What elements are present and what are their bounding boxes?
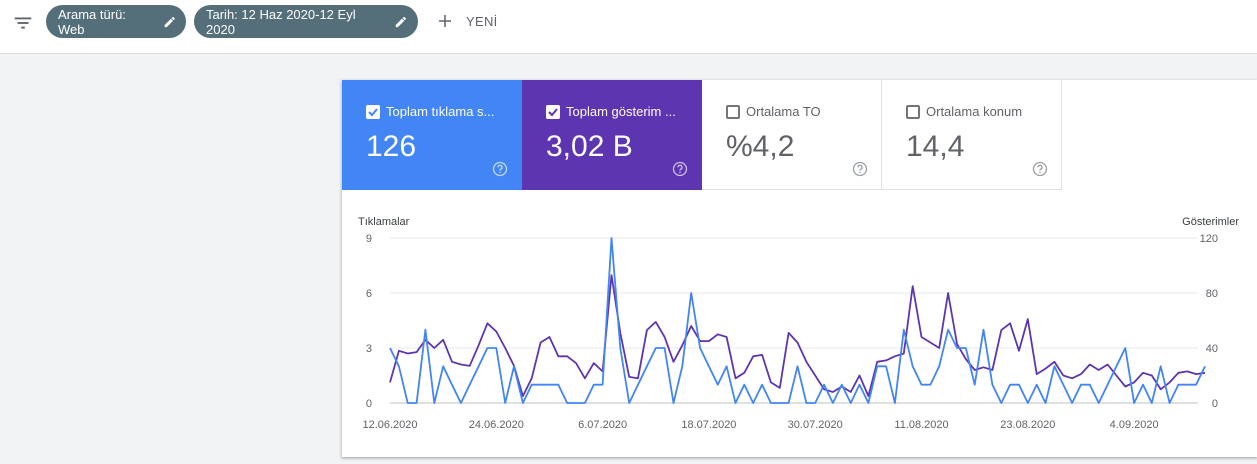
metric-label: Toplam gösterim ...	[566, 104, 676, 119]
metric-tile-ctr[interactable]: Ortalama TO %4,2	[702, 80, 882, 190]
y-right-tick-label: 0	[1212, 398, 1218, 410]
new-filter-label: YENİ	[466, 13, 498, 29]
date-range-chip-label: Tarih: 12 Haz 2020-12 Eyl 2020	[206, 6, 356, 37]
metric-value: 14,4	[906, 130, 965, 163]
performance-card: Toplam tıklama s... 126 Toplam gösterim …	[342, 80, 1257, 457]
impressions-series-line	[389, 274, 1206, 398]
x-tick-label: 12.06.2020	[362, 419, 417, 431]
checkbox-checked-icon[interactable]	[546, 105, 560, 119]
x-tick-label: 30.07.2020	[788, 419, 843, 431]
y-left-tick-label: 0	[366, 398, 372, 410]
plus-icon	[439, 15, 451, 27]
metric-tile-impressions[interactable]: Toplam gösterim ... 3,02 B	[522, 80, 702, 190]
help-icon[interactable]	[672, 161, 688, 177]
help-icon[interactable]	[492, 161, 508, 177]
x-tick-label: 18.07.2020	[681, 419, 736, 431]
x-tick-label: 4.09.2020	[1110, 419, 1159, 431]
help-icon[interactable]	[1032, 161, 1048, 177]
x-tick-label: 24.06.2020	[469, 419, 524, 431]
y-left-tick-label: 3	[366, 343, 372, 355]
x-tick-label: 6.07.2020	[578, 419, 627, 431]
metric-value: 3,02 B	[546, 130, 633, 163]
metric-value: 126	[366, 130, 417, 163]
clicks-series-line	[389, 237, 1206, 404]
checkbox-unchecked-icon[interactable]	[726, 105, 740, 119]
y-axis-right-title: Gösterimler	[1182, 216, 1239, 228]
metric-label: Toplam tıklama s...	[386, 104, 495, 119]
checkbox-checked-icon[interactable]	[366, 105, 380, 119]
y-left-tick-label: 6	[366, 288, 372, 300]
help-icon[interactable]	[852, 161, 868, 177]
performance-chart: Tıklamalar Gösterimler 9 6 3 0 120 80 40 0 12.…	[358, 216, 1239, 431]
y-axis-left-title: Tıklamalar	[358, 216, 410, 228]
filter-bar: Arama türü: Web Tarih: 12 Haz 2020-12 Ey…	[0, 0, 1257, 54]
x-axis-ticks: 12.06.2020 24.06.2020 6.07.2020 18.07.2020 3…	[362, 419, 1158, 431]
checkbox-unchecked-icon[interactable]	[906, 105, 920, 119]
y-right-tick-label: 80	[1206, 288, 1218, 300]
metric-tile-position[interactable]: Ortalama konum 14,4	[882, 80, 1062, 190]
y-axis-right-ticks: 120 80 40 0	[1200, 233, 1218, 410]
search-type-chip-label: Arama türü: Web	[58, 6, 126, 37]
y-left-tick-label: 9	[366, 233, 372, 245]
date-range-chip[interactable]: Tarih: 12 Haz 2020-12 Eyl 2020	[194, 5, 418, 38]
search-type-chip[interactable]: Arama türü: Web	[46, 5, 186, 38]
metric-value: %4,2	[726, 130, 795, 163]
edit-pencil-icon[interactable]	[394, 15, 408, 29]
filter-icon[interactable]	[12, 12, 34, 34]
new-filter-button[interactable]: YENİ	[436, 10, 498, 32]
y-right-tick-label: 40	[1206, 343, 1218, 355]
x-tick-label: 23.08.2020	[1000, 419, 1055, 431]
chart-series	[389, 237, 1206, 404]
metric-label: Ortalama TO	[746, 104, 821, 119]
y-right-tick-label: 120	[1200, 233, 1218, 245]
metric-label: Ortalama konum	[926, 104, 1023, 119]
chart-grid	[390, 237, 1198, 404]
x-tick-label: 11.08.2020	[894, 419, 948, 431]
metric-tile-clicks[interactable]: Toplam tıklama s... 126	[342, 80, 522, 190]
y-axis-left-ticks: 9 6 3 0	[366, 233, 372, 410]
edit-pencil-icon[interactable]	[163, 15, 177, 29]
